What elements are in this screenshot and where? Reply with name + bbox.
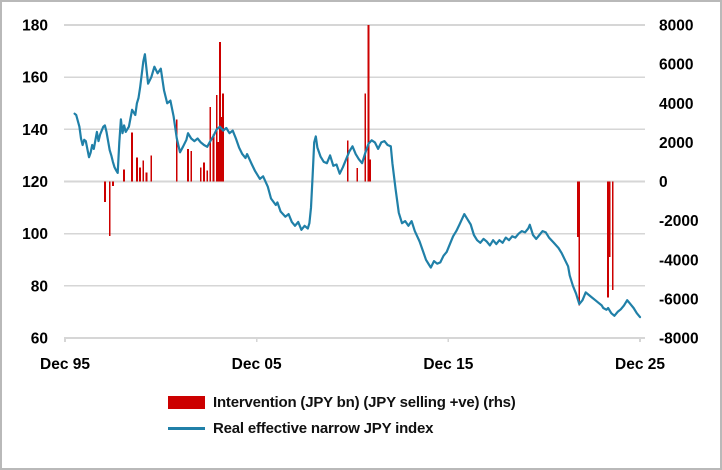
intervention-bar [220,117,223,182]
axis-labels: 180 160 140 120 100 80 60 8000 6000 4000 2000 0 -200… [22,18,699,374]
x-axis-label: Dec 05 [232,356,282,373]
intervention-bar-swatch [168,396,205,409]
gridlines [64,24,645,339]
y-axis-left-label: 80 [31,278,48,295]
intervention-bar [190,151,193,182]
intervention-bar [222,93,225,182]
intervention-bar [576,181,579,238]
intervention-bar [364,93,367,182]
y-axis-right-label: -6000 [659,291,699,308]
legend-label-reer: Real effective narrow JPY index [213,420,434,437]
intervention-bar [150,155,153,182]
y-axis-left-label: 160 [22,70,48,87]
intervention-bar [209,106,212,182]
intervention-bar [206,170,209,182]
y-axis-right-label: -8000 [659,331,699,348]
intervention-bar [203,162,205,182]
intervention-bar [219,42,221,182]
legend-item-intervention: Intervention (JPY bn) (JPY selling +ve) … [168,394,558,411]
y-axis-right-label: -4000 [659,252,699,269]
y-axis-left-label: 180 [22,18,48,35]
y-axis-left-label: 140 [22,122,48,139]
y-axis-right-label: 8000 [659,18,693,35]
y-axis-left-label: 120 [22,174,48,191]
y-axis-left-label: 60 [31,331,48,348]
intervention-bar [346,140,349,182]
intervention-bar [175,119,178,182]
intervention-bar [611,181,614,290]
intervention-bar [369,159,371,182]
intervention-bar [112,181,114,186]
x-axis-label: Dec 25 [615,356,665,373]
intervention-bar [578,181,581,306]
y-axis-right-label: 6000 [659,57,693,74]
legend-item-reer: Real effective narrow JPY index [168,420,558,437]
reer-line-swatch [168,426,205,431]
intervention-bar [217,142,220,182]
y-axis-right-label: 2000 [659,135,693,152]
x-axis-label: Dec 95 [40,356,90,373]
intervention-bar [142,160,145,182]
intervention-bar [356,168,359,182]
x-axis-label: Dec 15 [423,356,473,373]
y-axis-right-label: 4000 [659,96,693,113]
x-axis-ticks [64,338,641,342]
y-axis-right-label: 0 [659,174,668,191]
intervention-bars-series [104,25,614,306]
reer-line-series [73,53,642,319]
intervention-bar [215,95,218,182]
intervention-bar [187,149,189,182]
intervention-bar [212,134,215,182]
intervention-bar [608,181,611,258]
intervention-bar [199,167,202,182]
intervention-bar [139,167,141,182]
legend-label-intervention: Intervention (JPY bn) (JPY selling +ve) … [213,394,516,411]
intervention-bar [145,172,148,182]
intervention-bar [104,181,106,203]
y-axis-left-label: 100 [22,226,48,243]
intervention-bar [367,25,370,182]
intervention-bar [108,181,111,237]
intervention-bar [607,181,609,298]
chart-legend: Intervention (JPY bn) (JPY selling +ve) … [2,394,720,437]
intervention-bar [135,157,138,182]
y-axis-right-label: -2000 [659,213,699,230]
intervention-bar [123,169,125,182]
intervention-bar [131,132,133,182]
